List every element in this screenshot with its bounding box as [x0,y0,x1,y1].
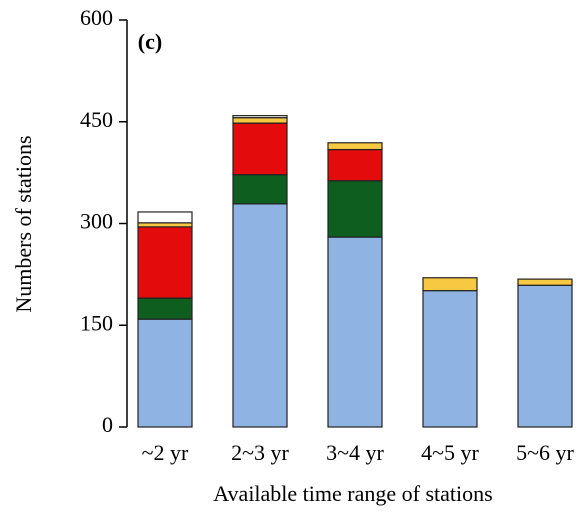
y-tick-label: 150 [80,310,113,335]
bar-segment [517,278,573,286]
bar-segment [422,290,478,428]
chart-title: (c) [138,29,162,54]
x-axis-label: Available time range of stations [213,481,492,506]
bar-segment [137,318,193,428]
bar-segment [422,277,478,292]
bar-segment [137,222,193,228]
bar-segment [137,297,193,320]
bar-segment [137,211,193,224]
bar-segment [232,117,288,124]
x-tick-label: ~2 yr [142,440,189,465]
bar-segment [327,180,383,238]
bar-segment [232,115,288,119]
bar-segment [517,284,573,428]
x-tick-label: 2~3 yr [231,440,289,465]
bar-segment [232,174,288,205]
bar-segment [232,203,288,428]
y-tick-label: 600 [80,5,113,30]
bar-segment [137,226,193,299]
bar-segment [327,236,383,428]
y-axis-label: Numbers of stations [11,135,36,312]
bar-segment [232,122,288,176]
bar-segment [327,142,383,151]
y-tick-label: 0 [102,412,113,437]
y-tick-label: 450 [80,107,113,132]
x-tick-label: 5~6 yr [516,440,574,465]
bar-segment [327,148,383,182]
y-tick-label: 300 [80,209,113,234]
x-tick-label: 4~5 yr [421,440,479,465]
x-tick-label: 3~4 yr [326,440,384,465]
